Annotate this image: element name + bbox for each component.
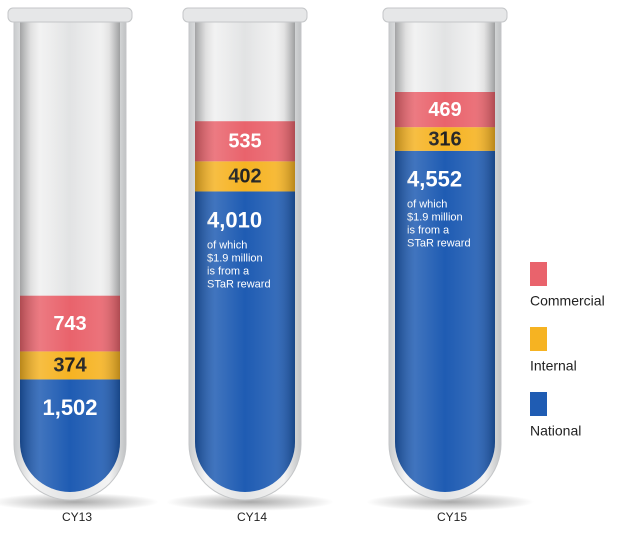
tube-shadow — [366, 493, 534, 511]
x-tick-label: CY15 — [437, 510, 467, 524]
legend-swatch — [530, 262, 547, 286]
tube-rim — [7, 7, 133, 23]
tube-shadow — [0, 493, 159, 511]
tube-shine — [395, 16, 495, 492]
tube-rim — [382, 7, 508, 23]
legend-swatch — [530, 392, 547, 416]
tube-shine — [20, 16, 120, 492]
tube-shine — [195, 16, 295, 492]
legend-label: Commercial — [530, 293, 605, 309]
legend-swatch — [530, 327, 547, 351]
legend-label: National — [530, 423, 581, 439]
x-tick-label: CY13 — [62, 510, 92, 524]
legend-label: Internal — [530, 358, 577, 374]
x-tick-label: CY14 — [237, 510, 267, 524]
tube-shadow — [166, 493, 334, 511]
tube-rim — [182, 7, 308, 23]
